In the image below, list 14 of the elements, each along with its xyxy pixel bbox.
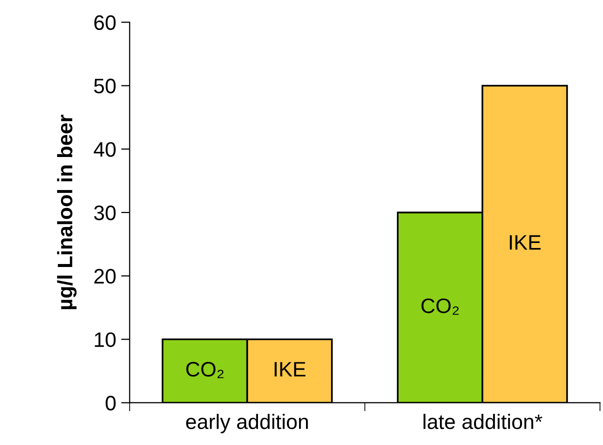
- y-tick-label: 0: [106, 396, 116, 410]
- series-label: CO₂: [186, 362, 224, 378]
- y-tick-label: 50: [94, 78, 116, 94]
- y-tick-label: 20: [94, 268, 116, 284]
- y-axis-title: µg/l Linalool in beer: [57, 114, 77, 310]
- text: IKE: [510, 235, 541, 250]
- x-tick-label: early addition: [186, 414, 308, 434]
- series-label: IKE: [274, 362, 306, 376]
- x-tick-label: late addition*: [424, 414, 542, 430]
- y-tick-label: 30: [94, 205, 116, 220]
- y-tick-label: 40: [94, 142, 116, 157]
- text: CO₂: [421, 298, 459, 315]
- y-tick-label: 10: [94, 332, 116, 348]
- y-tick-label: 60: [94, 15, 116, 30]
